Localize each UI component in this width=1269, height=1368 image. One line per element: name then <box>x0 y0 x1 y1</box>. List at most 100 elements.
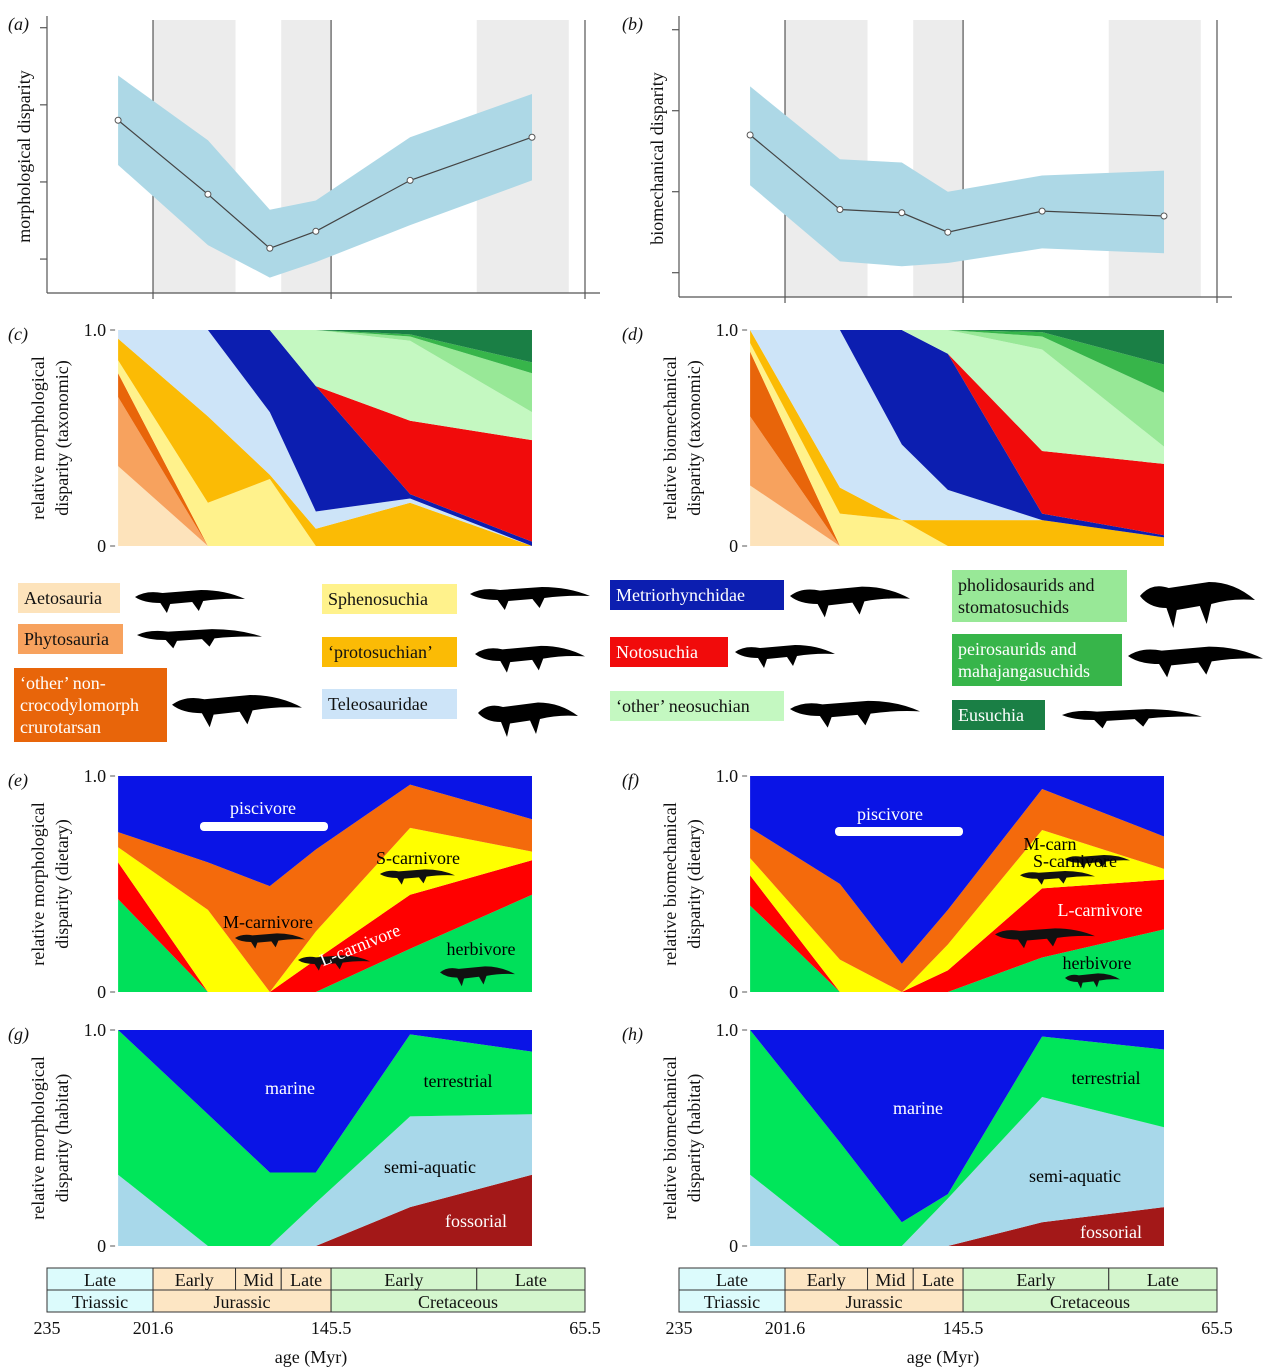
data-point <box>1038 207 1046 215</box>
y-axis-label: disparity (dietary) <box>684 819 705 948</box>
silhouette <box>475 645 585 673</box>
series-label: fossorial <box>445 1211 507 1231</box>
y-tick-label: 0 <box>97 982 106 1002</box>
y-axis-label: relative biomechanical <box>660 802 680 965</box>
data-point <box>406 176 414 184</box>
series-label: marine <box>893 1098 943 1118</box>
series-label: S-carnivore <box>1033 851 1117 871</box>
y-tick-label: 1.0 <box>716 1020 739 1040</box>
area <box>118 330 532 363</box>
silhouette <box>1065 973 1120 989</box>
y-tick-label: 1.0 <box>716 320 739 340</box>
y-tick-label: 1.0 <box>84 766 107 786</box>
timescale-label: Jurassic <box>214 1292 271 1312</box>
silhouette <box>1062 709 1202 729</box>
data-point <box>944 228 952 236</box>
area <box>118 330 532 413</box>
area <box>118 466 532 546</box>
area <box>750 330 1164 536</box>
panel-label: (g) <box>8 1024 29 1045</box>
data-point <box>114 116 122 124</box>
silhouette <box>1065 855 1130 869</box>
silhouette <box>380 869 455 885</box>
area <box>750 1030 1164 1223</box>
timescale-label: Cretaceous <box>1050 1292 1130 1312</box>
data-point <box>528 133 536 141</box>
panel-label: (d) <box>622 324 643 345</box>
legend-entry: ‘other’ neosuchian <box>610 691 784 721</box>
panel-label: (e) <box>8 770 28 791</box>
area <box>118 330 532 542</box>
y-axis-label: disparity (taxonomic) <box>684 360 705 515</box>
silhouette <box>1020 871 1095 885</box>
area <box>750 485 1164 546</box>
silhouette <box>298 955 370 971</box>
timescale-label: Mid <box>243 1270 273 1290</box>
legend-entry: Notosuchia <box>610 637 728 667</box>
data-point <box>204 190 212 198</box>
silhouette <box>790 700 920 728</box>
timescale-label: Late <box>290 1270 322 1290</box>
silhouette <box>735 645 835 668</box>
silhouette <box>137 629 262 649</box>
silhouette <box>440 966 515 987</box>
timescale-label: Mid <box>875 1270 905 1290</box>
x-tick-label: 235 <box>666 1318 693 1338</box>
area <box>118 776 532 887</box>
confidence-band <box>750 86 1164 267</box>
timescale-label: Early <box>175 1270 214 1290</box>
area <box>118 1174 532 1246</box>
data-point <box>746 131 754 139</box>
panel-label: (b) <box>622 14 643 35</box>
timescale-box <box>962 1289 1218 1313</box>
data-point <box>312 227 320 235</box>
silhouette <box>135 590 245 613</box>
legend-entry: ‘protosuchian’ <box>322 637 457 667</box>
y-axis-label: relative morphological <box>28 356 48 519</box>
silhouette <box>1128 646 1263 678</box>
shaded-interval <box>1108 20 1201 297</box>
area <box>750 330 1164 365</box>
area <box>750 875 1164 992</box>
timescale-label: Late <box>716 1270 748 1290</box>
area <box>750 788 1164 992</box>
y-axis-label: relative morphological <box>28 802 48 965</box>
area <box>118 894 532 992</box>
legend-entry: Sphenosuchia <box>322 584 457 614</box>
area <box>750 905 1164 992</box>
legend-entry: Eusuchia <box>952 700 1045 730</box>
timescale-label: Early <box>384 1270 423 1290</box>
area <box>750 776 1164 964</box>
panel-label: (c) <box>8 324 28 345</box>
series-label: L-carnivore <box>1058 900 1143 920</box>
area <box>118 330 532 441</box>
x-axis-label: age (Myr) <box>275 1347 347 1368</box>
area <box>750 330 1164 538</box>
silhouette <box>1140 582 1255 628</box>
legend-entry: Phytosauria <box>18 624 123 654</box>
area <box>118 1114 532 1246</box>
legend-entry: Aetosauria <box>18 583 120 613</box>
confidence-band <box>118 75 532 278</box>
silhouette <box>470 587 590 610</box>
silhouette <box>235 933 305 949</box>
area <box>118 1030 532 1173</box>
area <box>750 1030 1164 1246</box>
y-axis-label: disparity (dietary) <box>52 819 73 948</box>
area <box>118 330 532 546</box>
series-line <box>117 119 533 249</box>
y-tick-label: 0 <box>729 536 738 556</box>
series-label: marine <box>265 1078 315 1098</box>
series-label: piscivore <box>230 798 296 818</box>
y-axis-label: morphological disparity <box>14 70 34 242</box>
x-tick-label: 201.6 <box>133 1318 174 1338</box>
y-tick-label: 0 <box>97 1236 106 1256</box>
x-axis-label: age (Myr) <box>907 1347 979 1368</box>
silhouette <box>995 928 1095 949</box>
timescale-label: Late <box>84 1270 116 1290</box>
area <box>118 330 532 546</box>
area <box>118 360 532 546</box>
y-tick-label: 0 <box>97 536 106 556</box>
area <box>118 784 532 992</box>
series-label: terrestrial <box>424 1071 493 1091</box>
